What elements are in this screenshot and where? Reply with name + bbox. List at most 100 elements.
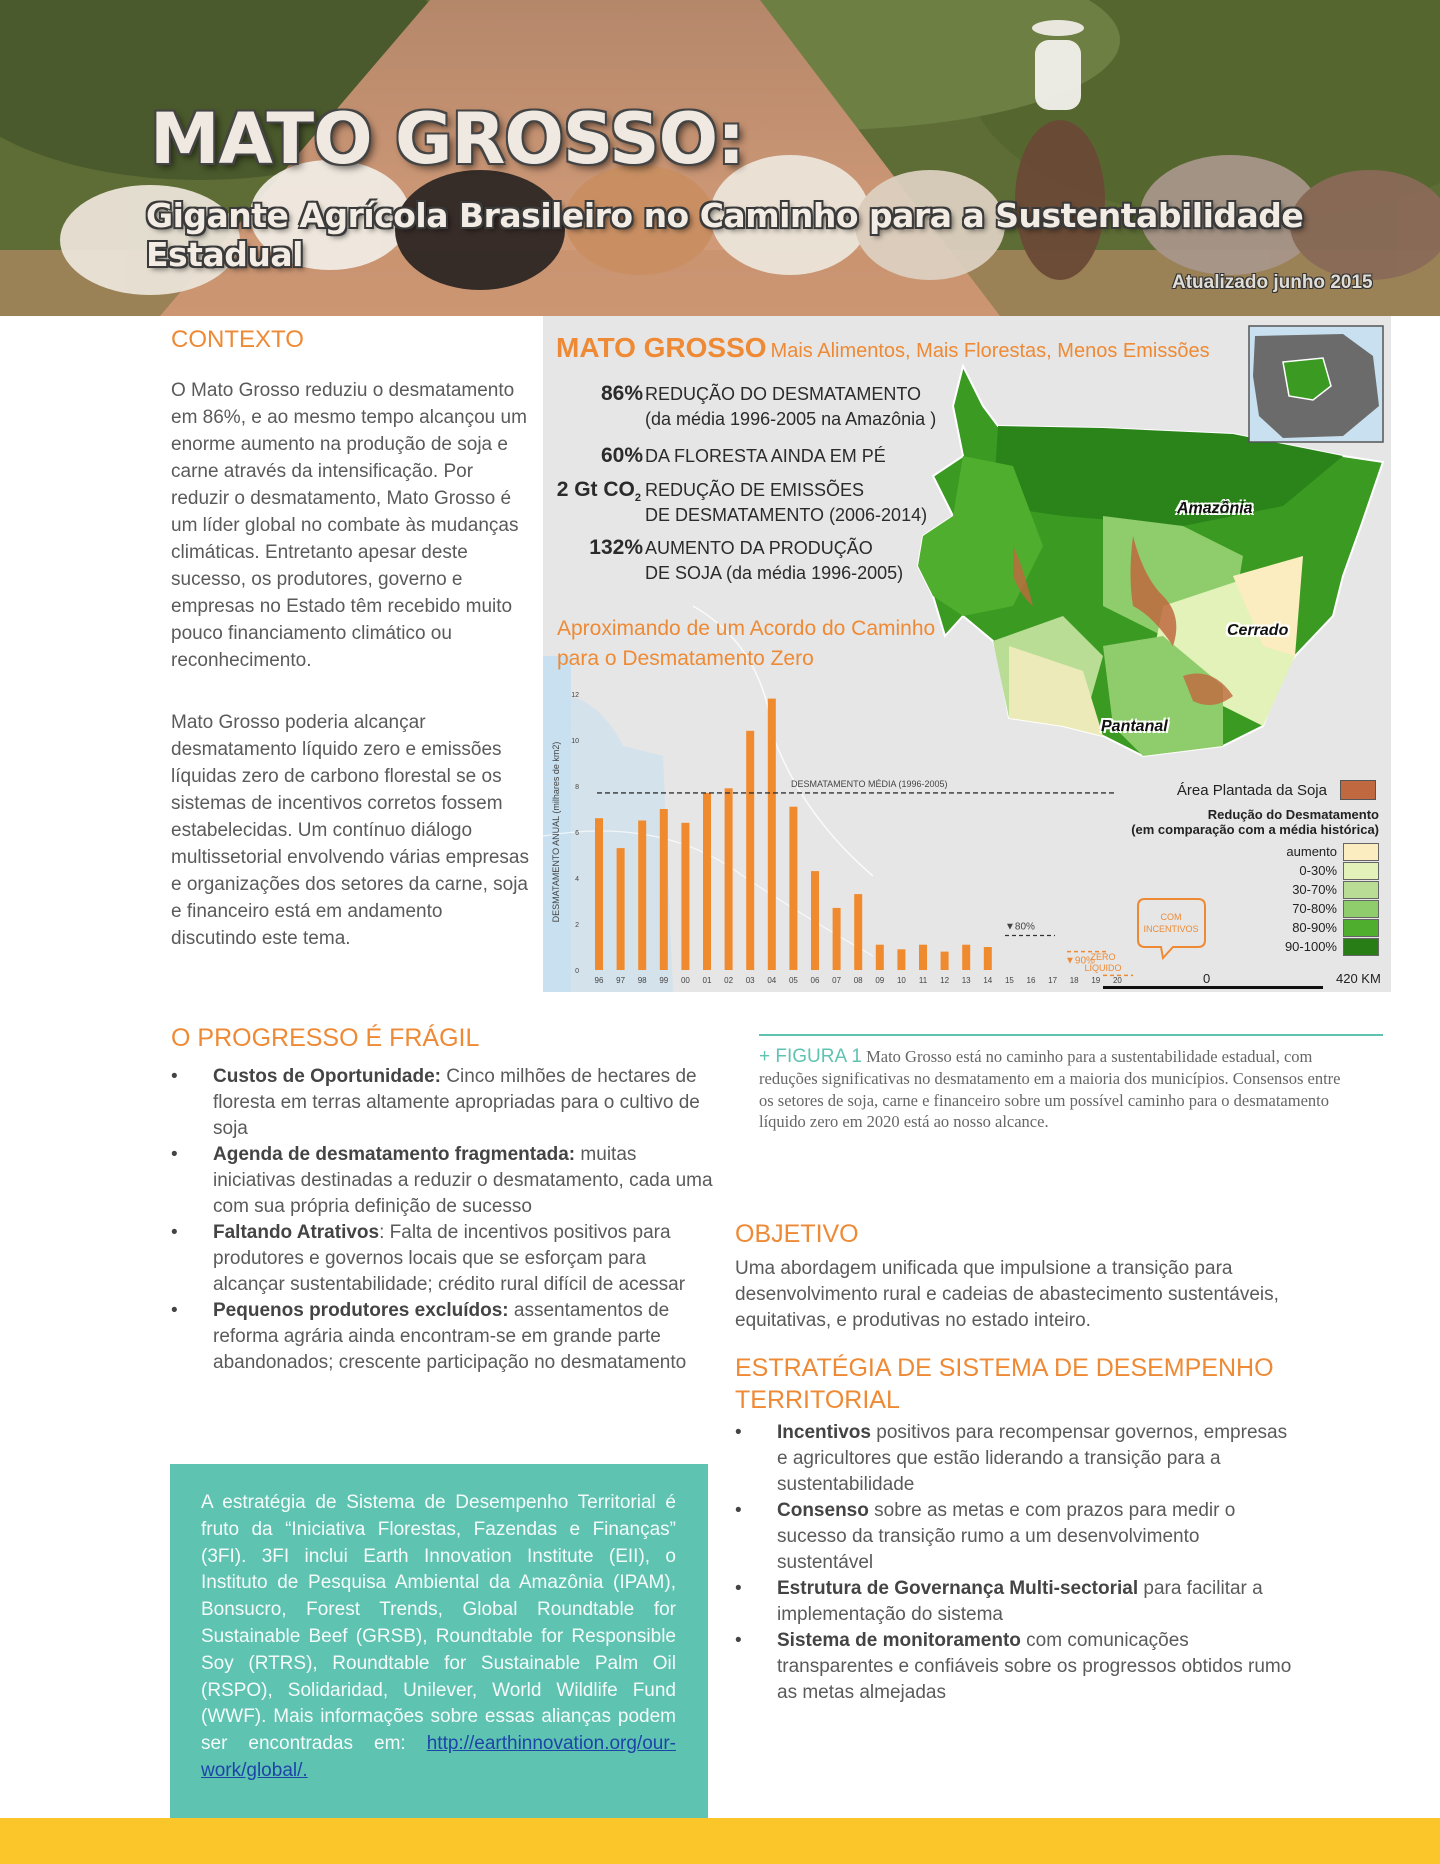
hero-title: MATO GROSSO: — [150, 98, 745, 180]
bar — [811, 871, 819, 970]
legend-item-label: 80-90% — [1292, 920, 1337, 935]
x-tick-label: 15 — [1005, 976, 1014, 985]
x-tick-label: 05 — [789, 976, 798, 985]
legend-item-swatch — [1343, 880, 1379, 899]
stat-132-line1: AUMENTO DA PRODUÇÃO — [645, 538, 873, 558]
bar — [724, 788, 733, 970]
bar — [919, 944, 927, 970]
x-tick-label: 20 — [1113, 976, 1122, 985]
list-item: Consenso sobre as metas e com prazos par… — [735, 1498, 1295, 1576]
y-tick-label: 10 — [571, 738, 579, 745]
y-tick-label: 6 — [575, 830, 579, 837]
contexto-paragraph-2: Mato Grosso poderia alcançar desmatament… — [171, 712, 529, 949]
zero-label-1: ZERO — [1090, 952, 1115, 962]
partners-body: A estratégia de Sistema de Desempenho Te… — [201, 1492, 676, 1755]
legend-item: 0-30% — [1143, 861, 1379, 880]
x-tick-label: 00 — [681, 976, 690, 985]
approach-line-1: Aproximando de um Acordo do Caminho — [557, 617, 936, 640]
legend-item-swatch — [1343, 842, 1379, 861]
x-tick-label: 98 — [638, 976, 647, 985]
legend-item-swatch — [1343, 937, 1379, 956]
figure-label: + FIGURA 1 — [759, 1046, 862, 1067]
partners-text: A estratégia de Sistema de Desempenho Te… — [201, 1490, 676, 1785]
list-item-text: : Falta de incentivos positivos para pro… — [213, 1222, 686, 1295]
list-item: Pequenos produtores excluídos: assentame… — [171, 1298, 721, 1376]
infographic-title: MATO GROSSO Mais Alimentos, Mais Floresta… — [556, 332, 1210, 364]
legend-reduction-title-1: Redução do Desmatamento — [1207, 807, 1379, 822]
x-tick-label: 02 — [724, 976, 733, 985]
bar — [875, 944, 884, 970]
x-tick-label: 07 — [832, 976, 841, 985]
list-item-bold: Custos de Oportunidade: — [213, 1066, 441, 1087]
legend-item: 90-100% — [1143, 937, 1379, 956]
bar — [832, 907, 841, 970]
legend-reduction-title-2: (em comparação com a média histórica) — [1131, 822, 1379, 837]
figure-caption: + FIGURA 1 Mato Grosso está no caminho p… — [759, 1046, 1359, 1133]
legend-soy-swatch — [1340, 780, 1376, 800]
legend-item: 80-90% — [1143, 918, 1379, 937]
x-tick-label: 99 — [659, 976, 668, 985]
x-tick-label: 16 — [1027, 976, 1036, 985]
legend-item-label: aumento — [1286, 844, 1337, 859]
y-axis-label: DESMATAMENTO ANUAL (milhares de km2) — [551, 742, 561, 923]
infographic-panel: MATO GROSSO Mais Alimentos, Mais Floresta… — [543, 316, 1391, 992]
legend-item: 30-70% — [1143, 880, 1379, 899]
earthinnovation-link[interactable]: http://earthinnovation.org/our-work/glob… — [201, 1733, 676, 1781]
list-item-bold: Incentivos — [777, 1422, 871, 1443]
region-label-cerrado: Cerrado — [1227, 622, 1289, 639]
approach-line-2: para o Desmatamento Zero — [557, 647, 814, 670]
legend-item-label: 90-100% — [1284, 939, 1337, 954]
list-item-text: assentamentos de reforma agrária ainda e… — [213, 1300, 687, 1373]
stat-132-text: AUMENTO DA PRODUÇÃO DE SOJA (da média 19… — [645, 536, 903, 586]
x-tick-label: 17 — [1048, 976, 1057, 985]
x-tick-label: 08 — [854, 976, 863, 985]
reference-line-label: DESMATAMENTO MÉDIA (1996-2005) — [791, 779, 948, 789]
progresso-list: Custos de Oportunidade: Cinco milhões de… — [171, 1064, 721, 1376]
stat-60-text: DA FLORESTA AINDA EM PÉ — [645, 446, 886, 466]
list-item: Faltando Atrativos: Falta de incentivos … — [171, 1220, 721, 1298]
legend-reduction-title: Redução do Desmatamento (em comparação c… — [1131, 807, 1379, 837]
bar — [638, 820, 647, 970]
legend-item-swatch — [1343, 918, 1379, 937]
scale-end: 420 KM — [1336, 971, 1381, 986]
legend-item-label: 30-70% — [1292, 882, 1337, 897]
footer-bar — [0, 1818, 1440, 1864]
bar — [767, 698, 776, 970]
stat-60-number: 60% — [600, 444, 643, 467]
bar — [616, 848, 625, 970]
list-item: Custos de Oportunidade: Cinco milhões de… — [171, 1064, 721, 1142]
stat-co2-value: 2 Gt CO — [556, 478, 635, 501]
list-item-bold: Sistema de monitoramento — [777, 1630, 1021, 1651]
legend-item: 70-80% — [1143, 899, 1379, 918]
y-tick-label: 12 — [571, 692, 579, 699]
stat-co2-line1: REDUÇÃO DE EMISSÕES — [645, 480, 865, 500]
incentives-label-1: COM — [1161, 912, 1182, 922]
bar — [854, 894, 863, 970]
list-item-bold: Faltando Atrativos — [213, 1222, 380, 1243]
estrategia-list: Incentivos positivos para recompensar go… — [735, 1420, 1295, 1706]
objetivo-text: Uma abordagem unificada que impulsione a… — [735, 1258, 1279, 1331]
x-tick-label: 03 — [746, 976, 755, 985]
contexto-paragraph-1: O Mato Grosso reduziu o desmatamento em … — [171, 380, 527, 671]
y-tick-label: 0 — [575, 968, 579, 975]
stat-132-number: 132% — [589, 536, 643, 559]
legend-item-swatch — [1343, 861, 1379, 880]
infographic-title-main: MATO GROSSO — [556, 332, 767, 363]
y-tick-label: 8 — [575, 784, 579, 791]
stat-132-line2: DE SOJA (da média 1996-2005) — [645, 563, 904, 583]
legend-item-swatch — [1343, 899, 1379, 918]
infographic-tagline: Mais Alimentos, Mais Florestas, Menos Em… — [770, 340, 1210, 362]
stat-86-line2: (da média 1996-2005 na Amazônia ) — [645, 409, 937, 429]
scale-start: 0 — [1203, 971, 1211, 986]
list-item-bold: Pequenos produtores excluídos: — [213, 1300, 509, 1321]
stat-86-line1: REDUÇÃO DO DESMATAMENTO — [645, 384, 922, 404]
x-tick-label: 10 — [897, 976, 906, 985]
bar — [746, 730, 755, 970]
stat-co2-line2: DE DESMATAMENTO (2006-2014) — [645, 505, 928, 525]
projection-90-label: ▼90% — [1065, 956, 1095, 967]
hero-photo — [0, 0, 1440, 316]
stat-co2-number: 2 Gt CO2 — [543, 478, 641, 504]
list-item-text: sobre as metas e com prazos para medir o… — [777, 1500, 1236, 1573]
legend-reduction-list: aumento 0-30% 30-70% 70-80% 80-90% 90-100% — [1143, 842, 1379, 956]
incentives-bubble — [1137, 898, 1206, 961]
